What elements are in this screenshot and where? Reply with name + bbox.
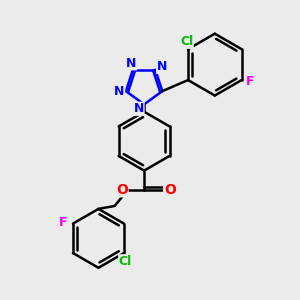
Text: N: N — [126, 57, 136, 70]
Text: O: O — [116, 183, 128, 197]
Text: F: F — [246, 75, 255, 88]
Text: N: N — [134, 102, 144, 115]
Text: O: O — [164, 183, 176, 197]
Text: F: F — [59, 216, 68, 229]
Text: N: N — [157, 60, 167, 73]
Text: Cl: Cl — [119, 255, 132, 268]
Text: N: N — [114, 85, 124, 98]
Text: Cl: Cl — [180, 35, 193, 48]
